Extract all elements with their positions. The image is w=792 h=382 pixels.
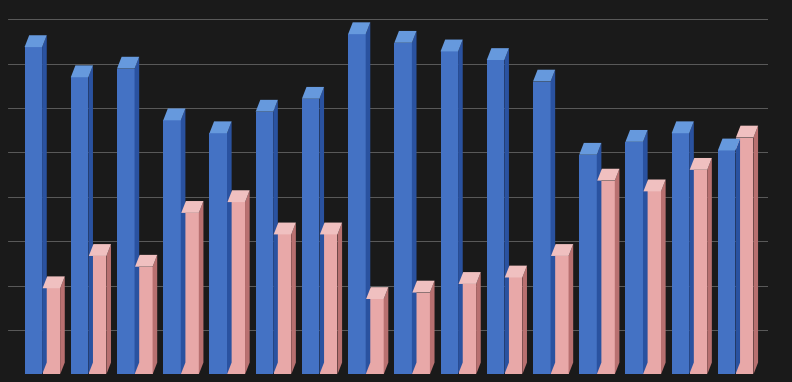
Polygon shape xyxy=(458,40,463,374)
Bar xyxy=(505,277,523,374)
Polygon shape xyxy=(199,201,204,374)
Bar xyxy=(413,293,430,374)
Polygon shape xyxy=(643,130,648,374)
Polygon shape xyxy=(209,121,231,133)
Bar xyxy=(256,112,273,374)
Polygon shape xyxy=(718,139,740,151)
Polygon shape xyxy=(430,281,435,374)
Bar xyxy=(274,235,291,374)
Bar xyxy=(597,181,615,374)
Bar xyxy=(643,191,661,374)
Polygon shape xyxy=(394,31,417,43)
Polygon shape xyxy=(689,121,694,374)
Polygon shape xyxy=(707,158,712,374)
Polygon shape xyxy=(736,126,758,138)
Polygon shape xyxy=(523,265,527,374)
Polygon shape xyxy=(579,143,601,155)
Polygon shape xyxy=(366,22,371,374)
Polygon shape xyxy=(227,190,249,202)
Polygon shape xyxy=(533,70,555,81)
Bar xyxy=(366,299,383,374)
Polygon shape xyxy=(643,180,665,191)
Polygon shape xyxy=(459,272,481,284)
Polygon shape xyxy=(597,169,619,181)
Bar xyxy=(70,77,89,374)
Polygon shape xyxy=(337,223,342,374)
Polygon shape xyxy=(690,158,712,170)
Polygon shape xyxy=(42,35,47,374)
Polygon shape xyxy=(274,223,296,235)
Polygon shape xyxy=(163,108,185,120)
Polygon shape xyxy=(227,121,231,374)
Polygon shape xyxy=(320,223,342,235)
Bar xyxy=(89,256,106,374)
Bar xyxy=(227,202,245,374)
Bar xyxy=(302,99,319,374)
Bar xyxy=(43,288,60,374)
Polygon shape xyxy=(366,287,388,299)
Polygon shape xyxy=(319,87,324,374)
Polygon shape xyxy=(383,287,388,374)
Polygon shape xyxy=(181,108,185,374)
Polygon shape xyxy=(487,48,509,60)
Polygon shape xyxy=(672,121,694,133)
Polygon shape xyxy=(736,139,740,374)
Polygon shape xyxy=(615,169,619,374)
Polygon shape xyxy=(89,244,111,256)
Polygon shape xyxy=(89,65,93,374)
Bar xyxy=(440,52,458,374)
Polygon shape xyxy=(273,100,278,374)
Bar xyxy=(163,120,181,374)
Bar xyxy=(348,34,366,374)
Polygon shape xyxy=(70,65,93,77)
Polygon shape xyxy=(135,57,139,374)
Bar xyxy=(672,133,689,374)
Polygon shape xyxy=(661,180,665,374)
Bar xyxy=(181,213,199,374)
Polygon shape xyxy=(569,244,573,374)
Bar xyxy=(459,284,476,374)
Bar xyxy=(320,235,337,374)
Bar xyxy=(690,170,707,374)
Polygon shape xyxy=(117,57,139,69)
Bar xyxy=(736,138,753,374)
Polygon shape xyxy=(181,201,204,213)
Polygon shape xyxy=(245,190,249,374)
Polygon shape xyxy=(135,255,157,267)
Bar xyxy=(533,81,550,374)
Bar xyxy=(487,60,505,374)
Polygon shape xyxy=(551,244,573,256)
Polygon shape xyxy=(440,40,463,52)
Bar xyxy=(626,142,643,374)
Bar xyxy=(718,151,736,374)
Bar xyxy=(25,47,42,374)
Polygon shape xyxy=(505,48,509,374)
Polygon shape xyxy=(43,277,65,288)
Polygon shape xyxy=(302,87,324,99)
Bar xyxy=(117,69,135,374)
Polygon shape xyxy=(476,272,481,374)
Polygon shape xyxy=(153,255,157,374)
Polygon shape xyxy=(256,100,278,112)
Polygon shape xyxy=(106,244,111,374)
Polygon shape xyxy=(550,70,555,374)
Polygon shape xyxy=(596,143,601,374)
Bar xyxy=(209,133,227,374)
Polygon shape xyxy=(413,281,435,293)
Polygon shape xyxy=(60,277,65,374)
Polygon shape xyxy=(505,265,527,277)
Bar xyxy=(551,256,569,374)
Polygon shape xyxy=(348,22,371,34)
Bar xyxy=(135,267,153,374)
Polygon shape xyxy=(412,31,417,374)
Polygon shape xyxy=(753,126,758,374)
Bar xyxy=(579,155,596,374)
Polygon shape xyxy=(291,223,296,374)
Polygon shape xyxy=(25,35,47,47)
Bar xyxy=(394,43,412,374)
Polygon shape xyxy=(626,130,648,142)
